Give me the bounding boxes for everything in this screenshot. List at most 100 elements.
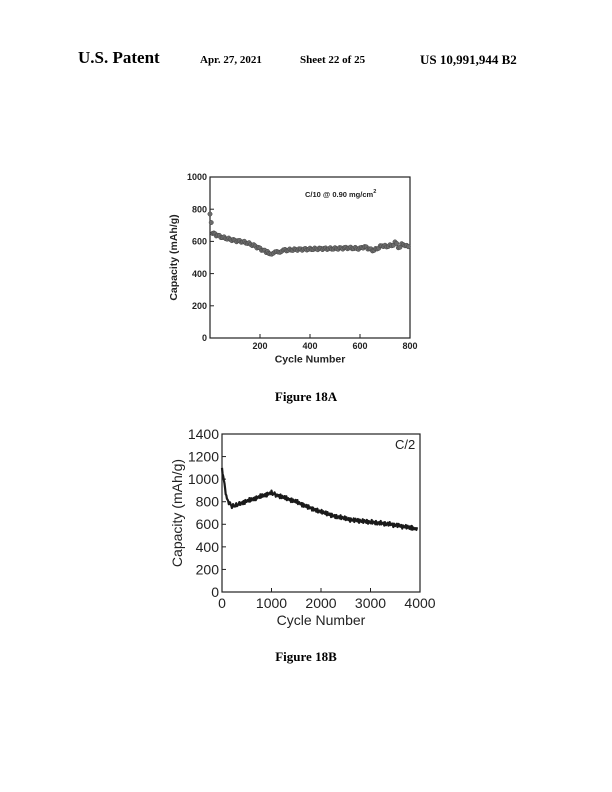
data-point xyxy=(389,243,395,249)
data-point xyxy=(324,247,330,252)
data-point xyxy=(237,238,243,243)
patent-number: US 10,991,944 B2 xyxy=(420,52,517,67)
y-tick-label: 600 xyxy=(196,516,220,532)
x-tick-label: 1000 xyxy=(256,595,287,611)
data-point xyxy=(400,242,406,248)
y-tick-label: 800 xyxy=(196,494,220,510)
data-point xyxy=(373,246,379,251)
data-point xyxy=(270,250,276,256)
data-point xyxy=(279,248,285,254)
data-point xyxy=(216,232,222,238)
patent-label: U.S. Patent xyxy=(78,48,160,67)
x-tick-label: 0 xyxy=(218,595,226,611)
data-point xyxy=(299,247,305,253)
data-point xyxy=(243,240,249,246)
data-point xyxy=(252,243,258,249)
x-axis-label: Cycle Number xyxy=(277,612,366,628)
data-point xyxy=(312,245,318,251)
data-point xyxy=(293,247,299,252)
y-tick-label: 200 xyxy=(192,301,207,311)
data-point xyxy=(352,244,358,250)
sheet-number: Sheet 22 of 25 xyxy=(300,54,366,66)
data-point xyxy=(269,251,275,257)
data-point xyxy=(232,237,238,243)
data-point xyxy=(224,236,230,242)
data-point xyxy=(405,244,411,250)
x-tick-label: 800 xyxy=(402,341,417,351)
data-point xyxy=(337,245,343,251)
data-point xyxy=(218,235,224,241)
data-point xyxy=(291,246,297,252)
data-point xyxy=(221,234,227,240)
data-point xyxy=(275,249,281,255)
y-tick-label: 0 xyxy=(211,584,219,600)
data-point xyxy=(374,246,380,252)
data-point xyxy=(332,245,338,251)
data-point xyxy=(257,245,263,251)
y-tick-label: 0 xyxy=(202,333,207,343)
data-point xyxy=(248,241,254,247)
data-point xyxy=(355,246,361,252)
data-point xyxy=(310,247,316,253)
data-point xyxy=(316,245,322,251)
data-point xyxy=(354,246,360,252)
y-tick-label: 1400 xyxy=(188,426,219,442)
data-point xyxy=(330,246,336,252)
data-point xyxy=(246,240,252,246)
data-point xyxy=(234,239,240,245)
data-point xyxy=(359,244,365,250)
data-point xyxy=(210,231,215,236)
data-point xyxy=(229,238,235,244)
data-point xyxy=(362,244,368,249)
data-point xyxy=(302,246,308,251)
data-point xyxy=(304,247,310,253)
data-point xyxy=(348,244,354,250)
y-tick-label: 600 xyxy=(192,237,207,247)
data-point xyxy=(254,245,260,251)
data-point xyxy=(399,241,405,247)
data-point xyxy=(267,251,273,257)
data-point xyxy=(266,250,272,256)
x-tick-label: 200 xyxy=(252,341,267,351)
data-point xyxy=(301,246,307,252)
x-tick-label: 3000 xyxy=(355,595,386,611)
x-tick-label: 600 xyxy=(352,341,367,351)
y-tick-label: 1000 xyxy=(187,172,207,182)
data-point xyxy=(321,245,327,251)
data-point xyxy=(363,244,369,250)
data-point xyxy=(395,245,401,251)
data-point xyxy=(385,244,391,249)
data-point xyxy=(211,230,217,236)
data-point xyxy=(249,243,255,249)
y-tick-label: 1000 xyxy=(188,471,219,487)
data-point xyxy=(318,245,324,251)
data-point xyxy=(382,242,388,248)
data-point xyxy=(315,247,321,253)
data-point xyxy=(245,241,250,246)
data-point xyxy=(295,247,300,253)
patent-date: Apr. 27, 2021 xyxy=(200,54,262,66)
data-point xyxy=(212,231,218,237)
data-point xyxy=(259,247,265,253)
data-point xyxy=(313,246,319,252)
data-point xyxy=(241,238,247,244)
data-point xyxy=(387,242,393,248)
y-tick-label: 400 xyxy=(196,539,220,555)
data-point xyxy=(323,245,329,251)
data-point xyxy=(280,247,286,253)
data-point xyxy=(305,246,311,252)
data-point xyxy=(227,237,233,242)
data-point xyxy=(277,249,283,255)
data-point xyxy=(340,246,346,252)
data-point xyxy=(334,246,340,252)
data-point xyxy=(329,246,335,252)
data-point xyxy=(238,239,244,245)
data-point xyxy=(296,246,302,252)
data-point xyxy=(349,246,355,252)
y-axis-label: Capacity (mAh/g) xyxy=(169,459,185,567)
data-point xyxy=(263,250,269,255)
data-point xyxy=(404,242,410,248)
data-point xyxy=(240,239,246,245)
data-point xyxy=(288,247,294,253)
x-tick-label: 400 xyxy=(302,341,317,351)
